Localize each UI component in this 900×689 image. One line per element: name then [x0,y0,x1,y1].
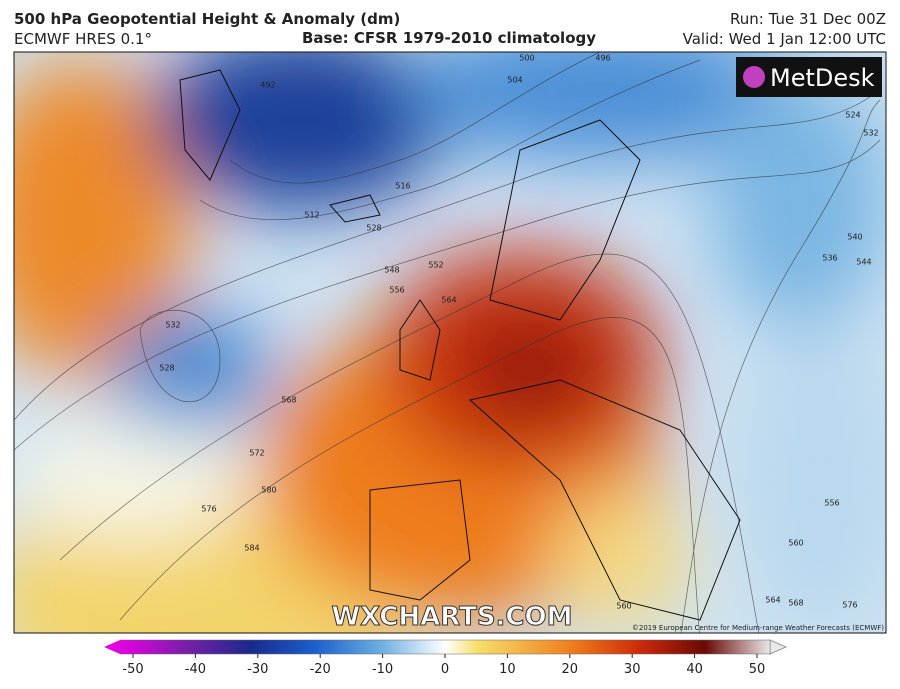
contour-label: 524 [845,111,860,120]
contour-label: 500 [519,54,534,63]
contour-label: 568 [788,599,803,608]
colorbar [104,639,788,655]
watermark: WXCHARTS.COM [331,602,572,632]
colorbar-tick-label: 10 [499,662,516,677]
base: Base: CFSR 1979-2010 climatology [302,29,596,47]
contour-label: 548 [384,266,399,275]
colorbar-tick-label: 40 [686,662,703,677]
contour-label: 532 [863,129,878,138]
colorbar-bar [119,639,771,655]
valid: Valid: Wed 1 Jan 12:00 UTC [683,30,886,48]
contour-label: 512 [304,211,319,220]
contour-label: 540 [847,233,862,242]
contour-label: 516 [395,182,410,191]
contour-label: 560 [788,539,803,548]
colorbar-tick-label: -20 [310,662,331,677]
colorbar-tick-label: -10 [372,662,393,677]
colorbar-arrow [769,639,788,655]
contour-label: 528 [159,364,174,373]
logo: MetDesk [770,64,875,92]
contour-label: 564 [765,596,780,605]
contour-label: 496 [595,54,610,63]
contour-label: 536 [822,254,837,263]
contour-label: 556 [389,286,404,295]
colorbar-tick-label: 20 [562,662,579,677]
contour-label: 532 [165,321,180,330]
contour-label: 556 [824,499,839,508]
contour-label: 576 [842,601,857,610]
copyright: ©2019 European Centre for Medium-range W… [632,624,884,632]
colorbar-tick-label: 50 [749,662,766,677]
map-frame [13,51,887,634]
contour-label: 504 [507,76,522,85]
colorbar-tick-label: 0 [441,662,449,677]
logo-icon [743,66,765,88]
contour-label: 584 [244,544,259,553]
colorbar-tick-label: 30 [624,662,641,677]
contour-label: 492 [260,81,275,90]
model: ECMWF HRES 0.1° [14,30,152,48]
colorbar-tick-label: -50 [122,662,143,677]
map [14,52,886,633]
contour-label: 544 [856,258,871,267]
contour-label: 580 [261,486,276,495]
colorbar-tick-label: -30 [247,662,268,677]
title: 500 hPa Geopotential Height & Anomaly (d… [14,10,400,28]
colorbar-tick-label: -40 [185,662,206,677]
contour-label: 576 [201,505,216,514]
run: Run: Tue 31 Dec 00Z [730,10,886,28]
contour-label: 572 [249,449,264,458]
contour-label: 528 [366,224,381,233]
contour-label: 564 [441,296,456,305]
contour-label: 560 [616,602,631,611]
contour-label: 568 [281,396,296,405]
colorbar-arrow [104,640,120,654]
contour-label: 552 [428,261,443,270]
